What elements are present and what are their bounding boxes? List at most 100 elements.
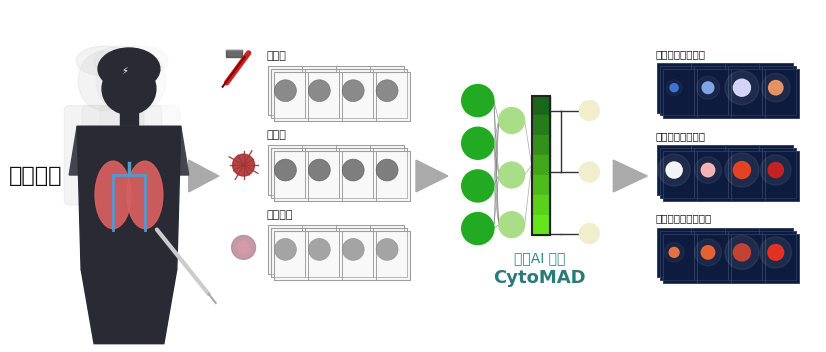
Bar: [731, 69, 765, 119]
Bar: [759, 228, 793, 277]
Circle shape: [702, 82, 714, 94]
Bar: [663, 233, 697, 283]
Ellipse shape: [112, 46, 168, 76]
Circle shape: [701, 246, 714, 259]
Bar: [274, 231, 410, 280]
Bar: [532, 96, 549, 116]
Circle shape: [666, 162, 682, 178]
Bar: [370, 225, 404, 274]
Bar: [376, 231, 410, 280]
Bar: [660, 231, 694, 280]
Text: 癌細胞: 癌細胞: [267, 130, 287, 140]
Bar: [306, 69, 339, 119]
Bar: [660, 66, 694, 115]
Bar: [731, 151, 765, 201]
Ellipse shape: [114, 51, 166, 111]
Circle shape: [768, 163, 783, 178]
Bar: [339, 228, 373, 277]
Bar: [657, 228, 691, 277]
Bar: [691, 145, 725, 195]
Bar: [339, 69, 373, 119]
Circle shape: [499, 108, 525, 133]
Text: 生成AI 模型: 生成AI 模型: [514, 251, 565, 265]
Bar: [759, 145, 793, 195]
Circle shape: [238, 241, 249, 253]
Bar: [370, 66, 404, 115]
Circle shape: [760, 237, 791, 268]
Bar: [663, 233, 799, 283]
Bar: [274, 72, 308, 121]
Bar: [342, 231, 376, 280]
Bar: [660, 231, 795, 280]
Circle shape: [342, 80, 364, 102]
Bar: [762, 231, 795, 280]
Ellipse shape: [98, 48, 160, 90]
Ellipse shape: [94, 46, 150, 76]
Bar: [728, 148, 762, 198]
Bar: [342, 151, 376, 201]
Bar: [660, 66, 795, 115]
Circle shape: [274, 80, 297, 102]
Circle shape: [579, 162, 600, 182]
Circle shape: [462, 85, 494, 117]
Bar: [725, 63, 759, 113]
Bar: [663, 151, 799, 201]
Circle shape: [231, 235, 255, 259]
Circle shape: [499, 212, 525, 238]
Polygon shape: [416, 160, 448, 192]
Bar: [302, 66, 336, 115]
Polygon shape: [77, 126, 181, 269]
Bar: [759, 63, 793, 113]
Circle shape: [462, 213, 494, 244]
Bar: [225, 50, 241, 57]
Bar: [765, 69, 799, 119]
Circle shape: [274, 239, 297, 260]
Bar: [694, 66, 728, 115]
Bar: [660, 148, 795, 198]
Bar: [272, 228, 407, 277]
Circle shape: [761, 155, 791, 185]
Bar: [272, 228, 306, 277]
Bar: [274, 151, 308, 201]
Ellipse shape: [78, 51, 130, 111]
Bar: [302, 225, 336, 274]
Ellipse shape: [76, 46, 132, 76]
Circle shape: [733, 244, 750, 261]
Bar: [274, 231, 308, 280]
Polygon shape: [614, 160, 648, 192]
Bar: [725, 228, 759, 277]
Bar: [694, 148, 728, 198]
Bar: [268, 66, 404, 115]
Text: 血細胞質量密度圖: 血細胞質量密度圖: [655, 49, 705, 59]
Bar: [272, 148, 306, 198]
Circle shape: [669, 247, 679, 257]
Circle shape: [670, 84, 678, 92]
Bar: [373, 228, 407, 277]
Bar: [731, 233, 765, 283]
Bar: [660, 148, 694, 198]
Bar: [728, 66, 762, 115]
Bar: [691, 228, 725, 277]
Bar: [694, 231, 728, 280]
Text: 正常細胞: 正常細胞: [267, 210, 293, 220]
Circle shape: [658, 154, 691, 186]
Bar: [532, 195, 549, 215]
Bar: [657, 63, 793, 113]
Bar: [376, 151, 410, 201]
Circle shape: [769, 81, 783, 95]
Bar: [697, 69, 731, 119]
Bar: [657, 145, 793, 195]
Circle shape: [695, 239, 721, 266]
Bar: [302, 145, 336, 195]
Bar: [657, 228, 793, 277]
Circle shape: [462, 127, 494, 159]
Bar: [342, 72, 376, 121]
Bar: [725, 145, 759, 195]
Circle shape: [308, 159, 330, 181]
Circle shape: [696, 76, 719, 99]
Text: 癌細胞質量密度圖: 癌細胞質量密度圖: [655, 131, 705, 141]
Circle shape: [499, 162, 525, 188]
Ellipse shape: [127, 161, 163, 228]
Circle shape: [701, 163, 714, 177]
Ellipse shape: [95, 161, 131, 228]
